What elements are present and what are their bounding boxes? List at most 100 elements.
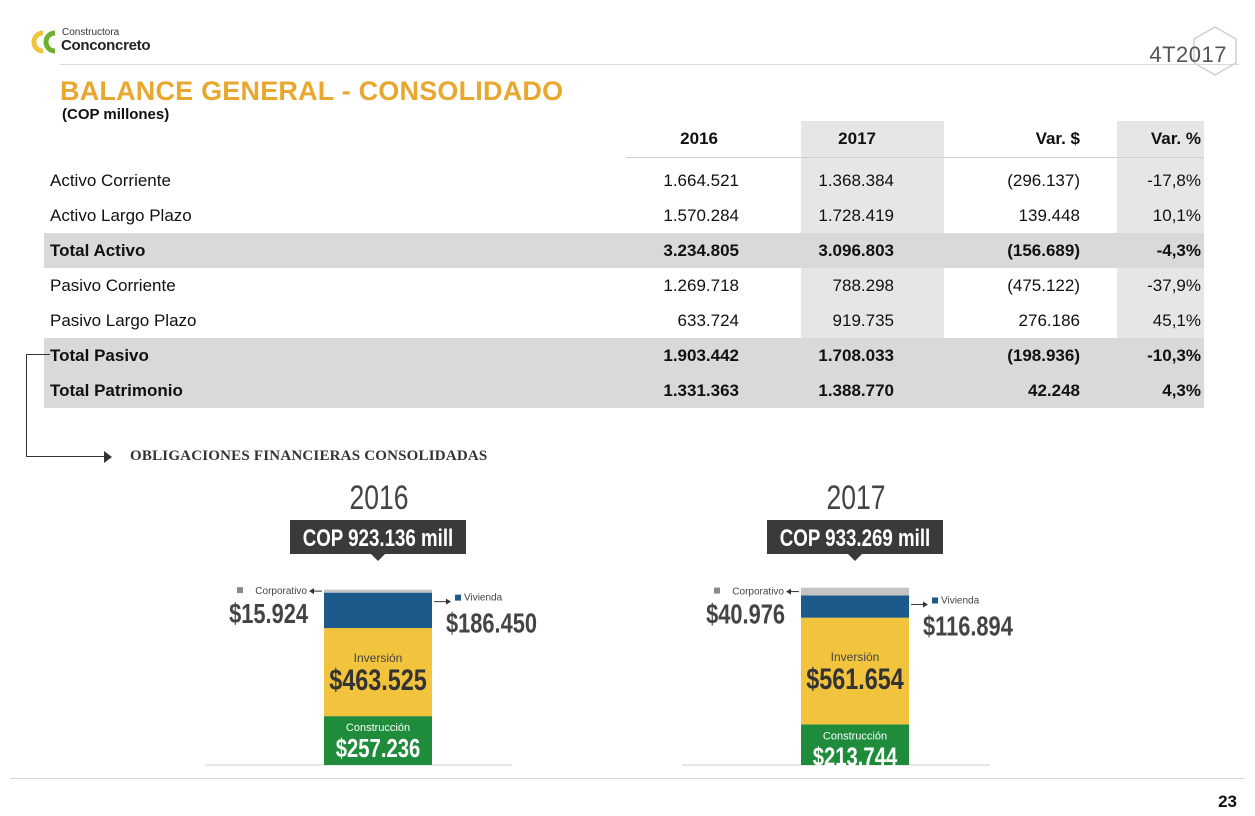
callout-pointer-icon xyxy=(848,554,862,561)
bar-segment-construccin xyxy=(324,716,432,765)
segment-name-label: Construcción xyxy=(823,730,887,742)
table-row: Activo Corriente 1.664.521 1.368.384 (29… xyxy=(44,163,1204,198)
segment-value-label: $213.744 xyxy=(813,742,898,771)
segment-name-label: Vivienda xyxy=(941,595,980,606)
header-var-abs: Var. $ xyxy=(1035,129,1080,148)
row-value-2016: 1.570.284 xyxy=(663,206,739,225)
arrow-right-icon xyxy=(104,451,112,463)
total-callout-box xyxy=(767,520,943,554)
page-subtitle: (COP millones) xyxy=(62,106,170,123)
segment-name-label: Inversión xyxy=(354,651,403,665)
segment-value-label: $186.450 xyxy=(446,608,537,639)
footer-divider xyxy=(10,778,1245,779)
bar-segment-corporativo xyxy=(324,589,432,593)
arrow-left-icon xyxy=(786,588,791,595)
segment-name-label: Inversión xyxy=(831,650,880,664)
table-total-row: Total Patrimonio 1.331.363 1.388.770 42.… xyxy=(44,373,1204,408)
row-label: Activo Corriente xyxy=(50,171,171,190)
arrow-right-icon xyxy=(923,601,928,608)
total-callout-label: COP 933.269 mill xyxy=(780,525,931,552)
row-var-pct: -4,3% xyxy=(1156,241,1201,260)
row-var-pct: 4,3% xyxy=(1162,381,1201,400)
segment-value-label: $257.236 xyxy=(336,734,421,763)
header-var-pct: Var. % xyxy=(1150,129,1201,148)
bar-segment-inversin xyxy=(801,617,909,725)
row-value-2016: 1.903.442 xyxy=(663,346,739,365)
legend-swatch-vivienda xyxy=(455,594,461,601)
row-value-2016: 1.331.363 xyxy=(663,381,739,400)
bar-segment-corporativo xyxy=(801,587,909,596)
section-title: OBLIGACIONES FINANCIERAS CONSOLIDADAS xyxy=(130,448,488,464)
segment-value-label: $561.654 xyxy=(806,662,904,695)
row-value-2017: 919.735 xyxy=(832,311,894,330)
row-var-abs: (156.689) xyxy=(1007,241,1080,260)
table-row: Activo Largo Plazo 1.570.284 1.728.419 1… xyxy=(44,198,1204,233)
row-label: Total Patrimonio xyxy=(50,381,183,400)
table-header-row: 2016 2017 Var. $ Var. % xyxy=(44,121,1204,156)
segment-value-label: $116.894 xyxy=(923,611,1013,642)
row-label: Activo Largo Plazo xyxy=(50,206,192,225)
total-callout-box xyxy=(290,520,466,554)
row-var-pct: 45,1% xyxy=(1152,311,1201,330)
table-row: Pasivo Corriente 1.269.718 788.298 (475.… xyxy=(44,268,1204,303)
header-2016: 2016 xyxy=(680,129,718,148)
row-value-2016: 3.234.805 xyxy=(663,241,739,260)
row-value-2016: 633.724 xyxy=(677,311,739,330)
bar-segment-construccin xyxy=(801,724,909,765)
bar-segment-inversin xyxy=(324,628,432,717)
segment-value-label: $463.525 xyxy=(329,663,427,696)
period-label: 4T2017 xyxy=(1149,42,1227,67)
legend-swatch-corporativo xyxy=(714,587,720,594)
row-var-abs: (475.122) xyxy=(1007,276,1080,295)
legend-swatch-corporativo xyxy=(237,587,243,594)
bar-segment-vivienda xyxy=(801,595,909,618)
row-var-abs: (296.137) xyxy=(1007,171,1080,190)
logo-name: Conconcreto xyxy=(61,37,151,54)
row-value-2017: 1.708.033 xyxy=(818,346,894,365)
row-label: Pasivo Corriente xyxy=(50,276,176,295)
hexagon-icon xyxy=(1193,26,1237,76)
connector-line xyxy=(26,354,50,355)
header-divider xyxy=(60,64,1239,65)
row-var-abs: 276.186 xyxy=(1018,311,1080,330)
row-var-abs: (198.936) xyxy=(1007,346,1080,365)
row-value-2016: 1.664.521 xyxy=(663,171,739,190)
row-var-pct: 10,1% xyxy=(1152,206,1201,225)
total-callout-label: COP 923.136 mill xyxy=(303,525,454,552)
bar-segment-vivienda xyxy=(324,592,432,629)
row-var-pct: -17,8% xyxy=(1147,171,1201,190)
table-total-row: Total Activo 3.234.805 3.096.803 (156.68… xyxy=(44,233,1204,268)
segment-value-label: $15.924 xyxy=(229,599,308,630)
segment-value-label: $40.976 xyxy=(706,599,785,630)
table-total-row: Total Pasivo 1.903.442 1.708.033 (198.93… xyxy=(44,338,1204,373)
row-var-pct: -37,9% xyxy=(1147,276,1201,295)
page-number: 23 xyxy=(1218,792,1237,811)
chart-year-label: 2017 xyxy=(827,479,886,517)
connector-line xyxy=(26,354,27,456)
row-var-abs: 42.248 xyxy=(1028,381,1080,400)
row-value-2017: 1.388.770 xyxy=(818,381,894,400)
page-title: BALANCE GENERAL - CONSOLIDADO xyxy=(60,76,564,106)
arrow-left-icon xyxy=(309,588,314,595)
segment-name-label: Vivienda xyxy=(464,593,503,604)
connector-line xyxy=(26,456,106,457)
segment-name-label: Corporativo xyxy=(732,587,784,598)
row-var-pct: -10,3% xyxy=(1147,346,1201,365)
company-logo: Constructora Conconcreto xyxy=(30,27,190,57)
segment-name-label: Corporativo xyxy=(255,586,307,597)
row-value-2017: 1.368.384 xyxy=(818,171,894,190)
row-label: Total Activo xyxy=(50,241,146,260)
row-value-2016: 1.269.718 xyxy=(663,276,739,295)
row-value-2017: 788.298 xyxy=(832,276,894,295)
row-var-abs: 139.448 xyxy=(1018,206,1080,225)
chart-year-label: 2016 xyxy=(350,479,409,517)
row-value-2017: 3.096.803 xyxy=(818,241,894,260)
segment-name-label: Construcción xyxy=(346,722,410,734)
logo-mark-icon xyxy=(31,30,56,54)
row-value-2017: 1.728.419 xyxy=(818,206,894,225)
header-rule xyxy=(626,157,1204,158)
legend-swatch-vivienda xyxy=(932,597,938,604)
arrow-right-icon xyxy=(446,598,451,605)
header-2017: 2017 xyxy=(838,129,876,148)
